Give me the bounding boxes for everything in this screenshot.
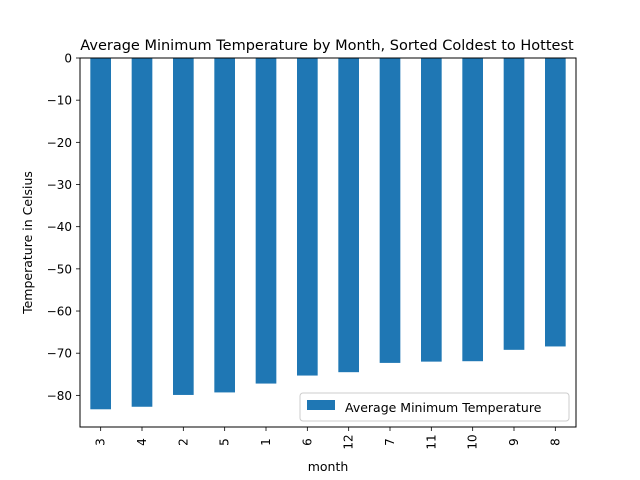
plot-frame	[79, 57, 577, 428]
y-tick-label: −40	[47, 220, 72, 234]
chart-title: Average Minimum Temperature by Month, So…	[80, 38, 574, 54]
bar-month-2	[173, 58, 194, 395]
x-tick-label: 7	[383, 438, 397, 446]
x-tick-label: 6	[300, 438, 314, 446]
y-tick-label: −80	[47, 389, 72, 403]
y-tick-label: −50	[47, 262, 72, 276]
x-tick-label: 5	[218, 438, 232, 446]
y-axis-ticks: 0 −10 −20 −30 −40 −50 −60 −70 −80	[47, 52, 80, 403]
bar-month-8	[545, 58, 566, 347]
y-tick-label: −10	[47, 94, 72, 108]
y-tick-label: −70	[47, 347, 72, 361]
bar-month-10	[462, 58, 483, 362]
bar-month-7	[379, 58, 401, 363]
x-tick-label: 10	[466, 434, 480, 449]
x-tick-label: 11	[424, 434, 438, 449]
x-tick-label: 2	[176, 438, 190, 446]
x-tick-label: 3	[94, 438, 108, 446]
x-tick-label: 12	[342, 434, 356, 449]
y-tick-label: 0	[64, 52, 72, 66]
y-tick-label: −30	[47, 178, 72, 192]
x-tick-label: 8	[548, 438, 562, 446]
bar-month-12	[338, 58, 359, 373]
bar-month-6	[297, 58, 318, 376]
legend-label: Average Minimum Temperature	[345, 400, 542, 415]
bar-month-1	[255, 58, 277, 384]
legend-box	[299, 392, 570, 422]
y-tick-label: −20	[47, 136, 72, 150]
x-tick-label: 4	[135, 438, 149, 446]
bar-month-4	[131, 58, 153, 407]
legend: Average Minimum Temperature	[299, 392, 570, 422]
bar-month-5	[214, 58, 235, 393]
x-tick-label: 9	[507, 438, 521, 446]
legend-swatch	[307, 400, 335, 410]
y-tick-label: −60	[47, 305, 72, 319]
bar-month-11	[421, 58, 442, 362]
y-axis-label: Temperature in Celsius	[20, 171, 35, 315]
bar-month-9	[503, 58, 525, 350]
bar-month-3	[90, 58, 111, 410]
x-tick-label: 1	[259, 438, 273, 446]
x-axis-ticks: 3 4 2 5 1 6 12 7 11 10 9 8	[94, 427, 562, 450]
bars-group	[90, 58, 566, 410]
x-axis-label: month	[308, 459, 349, 474]
